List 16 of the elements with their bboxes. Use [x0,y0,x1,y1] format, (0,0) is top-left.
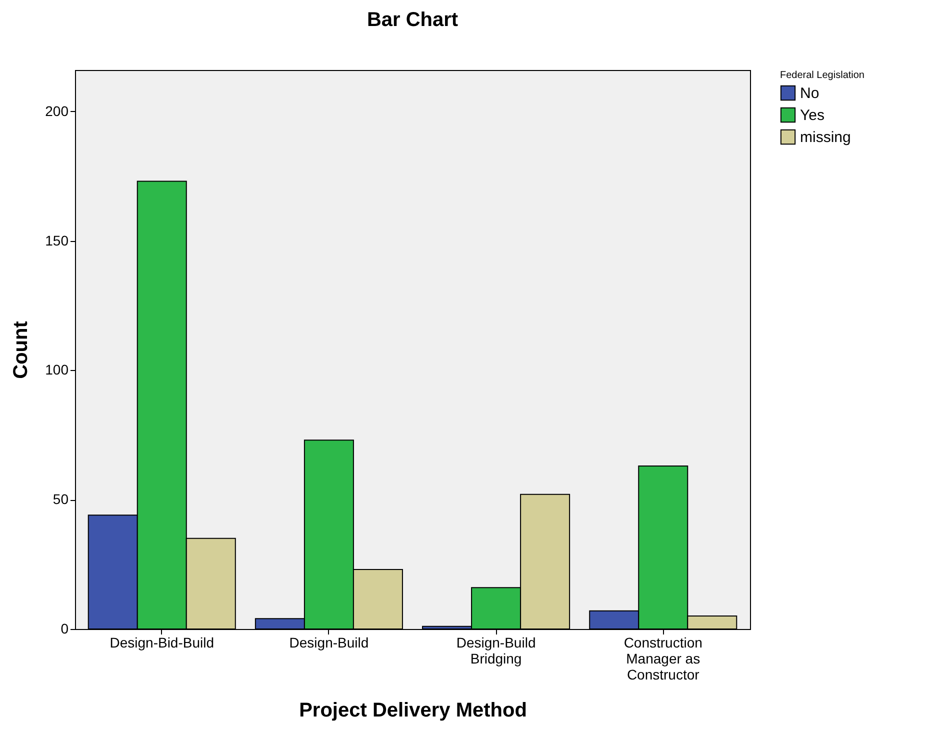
x-tick-label: Design-Bid-Build [110,634,214,650]
y-tick-label: 0 [60,620,69,636]
x-tick-label: Design-Build Bridging [456,634,536,666]
legend-label: missing [800,129,851,146]
x-tick-label: Construction Manager as Constructor [624,634,702,682]
x-axis-title: Project Delivery Method [299,700,527,722]
chart-title: Bar Chart [366,9,458,31]
y-tick-label: 200 [45,102,69,119]
legend-label: Yes [800,107,824,124]
y-axis-title: Count [10,320,32,379]
legend-label: No [800,85,820,102]
y-tick-label: 100 [45,362,69,378]
y-tick-label: 50 [52,491,69,508]
legend-title: Federal Legislation [780,70,864,81]
y-tick-label: 150 [45,232,69,248]
x-tick-label: Design-Build [289,634,369,650]
